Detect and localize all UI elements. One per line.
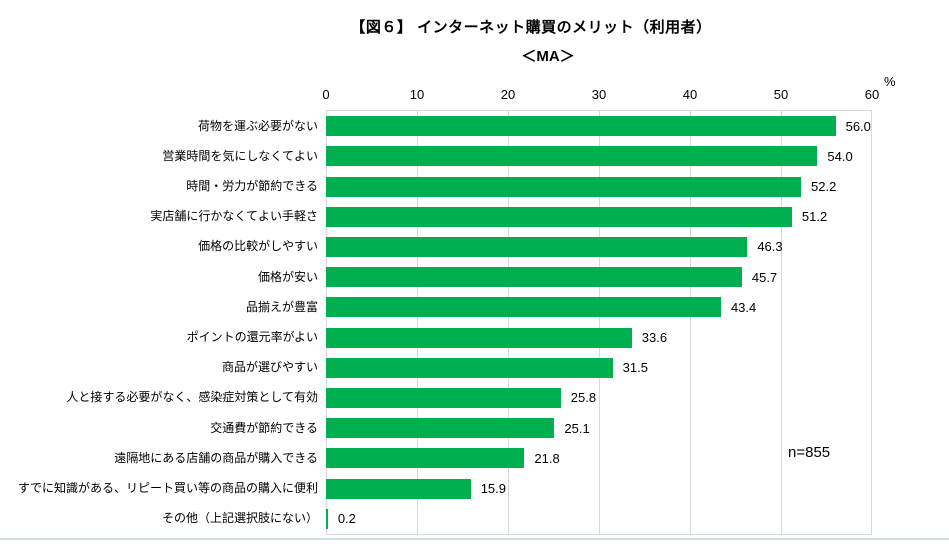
bar: [326, 297, 721, 318]
x-tick-label: 20: [500, 87, 516, 102]
x-tick-label: 60: [864, 87, 880, 102]
bar: [326, 206, 792, 227]
gridline: [508, 111, 509, 534]
gridline: [781, 111, 782, 534]
gridline: [326, 111, 327, 534]
value-label: 46.3: [757, 239, 783, 255]
x-tick-label: 10: [409, 87, 425, 102]
bar-row: 25.8: [326, 383, 872, 413]
category-labels: 荷物を運ぶ必要がない営業時間を気にしなくてよい時間・労力が節約できる実店舗に行か…: [0, 110, 318, 533]
bar-row: 51.2: [326, 202, 872, 232]
value-label: 45.7: [751, 269, 778, 285]
bar-row: 46.3: [326, 232, 872, 262]
gridline: [871, 111, 872, 534]
x-axis-ticks: 0 10 20 30 40 50 60: [0, 87, 949, 103]
value-label: 52.2: [811, 179, 837, 194]
category-label: ポイントの還元率がよい: [186, 330, 318, 345]
category-row: 実店舗に行かなくてよい手軽さ: [0, 201, 318, 231]
bar-row: 15.9: [326, 473, 872, 503]
category-label: 荷物を運ぶ必要がない: [197, 118, 318, 133]
bar: [326, 116, 836, 137]
category-label: 実店舗に行かなくてよい手軽さ: [150, 209, 318, 224]
category-row: 価格の比較がしやすい: [0, 231, 318, 261]
category-label: 価格の比較がしやすい: [198, 239, 318, 254]
chart-title: 【図６】 インターネット購買のメリット（利用者）: [350, 19, 712, 36]
value-label: 21.8: [534, 450, 560, 466]
x-tick-label: 0: [322, 87, 330, 102]
x-tick-label: 40: [682, 87, 698, 102]
bar-row: 54.0: [326, 141, 872, 171]
bar: [326, 387, 561, 408]
value-label: 43.4: [730, 299, 757, 315]
category-label: すでに知識がある、リピート買い等の商品の購入に便利: [17, 481, 318, 496]
bar-row: 31.5: [326, 353, 872, 383]
value-label: 25.1: [564, 420, 590, 436]
bar-row: 45.7: [326, 262, 872, 292]
bar: [326, 236, 748, 257]
bar: [326, 176, 802, 197]
bar-row: 33.6: [326, 322, 872, 352]
category-row: 時間・労力が節約できる: [0, 170, 318, 200]
category-row: その他（上記選択肢にない）: [0, 503, 318, 533]
category-label: 人と接する必要がなく、感染症対策として有効: [66, 390, 318, 405]
gridline: [417, 111, 418, 534]
gridline: [690, 111, 691, 534]
bar-row: 21.8: [326, 443, 872, 473]
category-row: 人と接する必要がなく、感染症対策として有効: [0, 382, 318, 412]
value-label: 51.2: [801, 209, 828, 225]
bar-row: 0.2: [326, 504, 872, 534]
bar: [326, 508, 328, 529]
category-row: 荷物を運ぶ必要がない: [0, 110, 318, 140]
sample-size-label: n=855: [788, 444, 831, 461]
category-row: ポイントの還元率がよい: [0, 321, 318, 351]
bar: [326, 418, 555, 439]
category-row: 遠隔地にある店舗の商品が購入できる: [0, 442, 318, 472]
category-label: 品揃えが豊富: [245, 299, 318, 314]
category-row: 営業時間を気にしなくてよい: [0, 140, 318, 170]
bottom-rule: [0, 538, 949, 540]
category-row: 交通費が節約できる: [0, 412, 318, 442]
value-label: 31.5: [622, 360, 648, 376]
value-label: 54.0: [827, 148, 853, 164]
value-label: 56.0: [845, 118, 871, 134]
gridline: [599, 111, 600, 534]
x-tick-label: 50: [773, 87, 789, 102]
bar-row: 25.1: [326, 413, 872, 443]
plot-area: 56.0 54.0 52.2 51.2 46.3 45.7 43.4 33.6 31.5 25.8…: [326, 110, 872, 535]
chart-subtitle: ＜MA＞: [521, 48, 575, 65]
bar-row: 52.2: [326, 171, 872, 201]
bar: [326, 448, 525, 469]
category-label: 時間・労力が節約できる: [186, 179, 318, 193]
category-row: 商品が選びやすい: [0, 352, 318, 382]
bar: [326, 478, 471, 499]
category-label: その他（上記選択肢にない）: [161, 511, 318, 526]
category-label: 交通費が節約できる: [210, 420, 318, 435]
category-row: すでに知識がある、リピート買い等の商品の購入に便利: [0, 472, 318, 502]
value-label: 0.2: [337, 511, 356, 527]
category-label: 遠隔地にある店舗の商品が購入できる: [114, 450, 318, 465]
bar: [326, 327, 632, 348]
value-label: 33.6: [641, 330, 668, 346]
category-label: 営業時間を気にしなくてよい: [162, 148, 318, 163]
bar-row: 43.4: [326, 292, 872, 322]
value-label: 25.8: [570, 390, 597, 406]
bar-row: 56.0: [326, 111, 872, 141]
bar: [326, 357, 613, 378]
category-label: 価格が安い: [257, 269, 318, 284]
value-label: 15.9: [480, 481, 506, 497]
bar: [326, 267, 742, 288]
category-row: 価格が安い: [0, 261, 318, 291]
axis-unit-label: %: [884, 74, 896, 89]
x-tick-label: 30: [591, 87, 607, 102]
category-row: 品揃えが豊富: [0, 291, 318, 321]
category-label: 商品が選びやすい: [221, 360, 318, 375]
bar: [326, 146, 818, 167]
